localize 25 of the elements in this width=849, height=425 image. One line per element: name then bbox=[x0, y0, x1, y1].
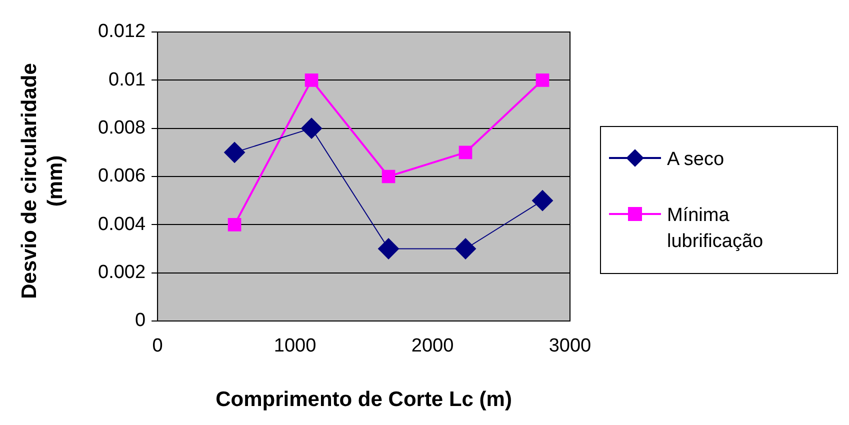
y-tick-label: 0.002 bbox=[98, 262, 146, 284]
y-tick-label: 0.006 bbox=[98, 166, 146, 187]
y-tick-label: 0.01 bbox=[108, 69, 146, 90]
point bbox=[458, 146, 472, 160]
point bbox=[382, 170, 396, 184]
point bbox=[532, 190, 554, 212]
y-tick-label: 0.004 bbox=[98, 214, 146, 235]
x-tick-label: 0 bbox=[152, 336, 163, 357]
legend-label: A seco bbox=[667, 148, 726, 172]
point bbox=[455, 238, 476, 260]
legend-label: Mínima lubrificação bbox=[667, 204, 764, 254]
x-axis-title: Comprimento de Corte Lc (m) bbox=[216, 388, 512, 412]
point bbox=[301, 118, 322, 139]
x-tick-label: 3000 bbox=[548, 336, 592, 357]
point bbox=[224, 142, 246, 163]
y-tick-label: 0.012 bbox=[98, 21, 146, 42]
point bbox=[228, 218, 242, 232]
x-tick-label: 1000 bbox=[274, 336, 316, 357]
y-tick-label: 0 bbox=[134, 310, 146, 332]
point bbox=[304, 74, 318, 87]
point bbox=[378, 238, 400, 260]
y-axis-title: Desvio de circularidade (mm) bbox=[17, 62, 68, 301]
point bbox=[536, 74, 550, 87]
y-tick-label: 0.008 bbox=[98, 118, 146, 139]
x-tick-label: 2000 bbox=[411, 336, 454, 357]
